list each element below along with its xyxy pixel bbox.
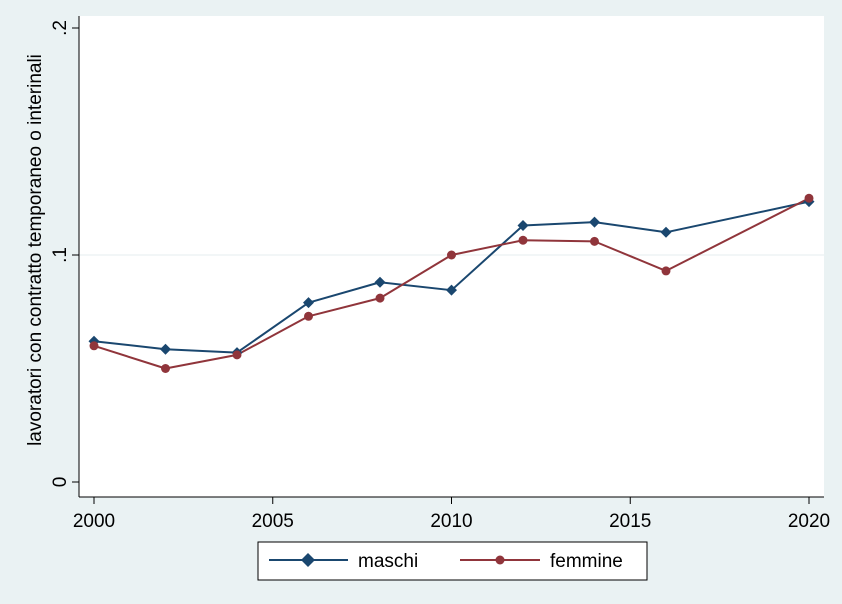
point-maschi bbox=[446, 284, 457, 296]
series-line-femmine bbox=[93, 197, 810, 370]
point-femmine bbox=[304, 311, 313, 321]
ticks: 0 .1 .2 2000 2005 2010 2015 2020 bbox=[50, 20, 830, 532]
legend-marker-maschi bbox=[301, 553, 315, 567]
legend-label-maschi: maschi bbox=[358, 551, 418, 572]
x-tick-label: 2000 bbox=[73, 511, 115, 532]
x-tick-label: 2020 bbox=[788, 511, 830, 532]
point-femmine bbox=[89, 341, 99, 351]
point-femmine bbox=[804, 193, 814, 203]
point-femmine bbox=[375, 293, 385, 303]
legend-item-femmine: femmine bbox=[460, 551, 623, 572]
legend-label-femmine: femmine bbox=[550, 551, 623, 572]
series-layer bbox=[88, 193, 815, 373]
point-femmine bbox=[661, 266, 671, 276]
point-femmine bbox=[518, 235, 528, 245]
legend-marker-femmine bbox=[495, 555, 505, 565]
point-femmine bbox=[232, 350, 242, 360]
y-tick-label: .2 bbox=[50, 20, 71, 36]
point-maschi bbox=[303, 297, 314, 309]
x-tick-label: 2015 bbox=[609, 511, 651, 532]
x-tick-label: 2010 bbox=[430, 511, 472, 532]
point-femmine bbox=[590, 236, 599, 246]
legend: maschi femmine bbox=[257, 541, 648, 581]
point-maschi bbox=[160, 343, 171, 355]
y-tick-label: 0 bbox=[50, 477, 71, 488]
point-maschi bbox=[374, 276, 386, 288]
point-femmine bbox=[447, 250, 456, 260]
point-maschi bbox=[589, 216, 600, 228]
legend-item-maschi: maschi bbox=[269, 551, 418, 572]
y-tick-label: .1 bbox=[50, 247, 71, 263]
y-axis-title: lavoratori con contratto temporaneo o in… bbox=[25, 54, 46, 446]
point-maschi bbox=[660, 226, 672, 238]
x-tick-label: 2005 bbox=[252, 511, 294, 532]
point-femmine bbox=[161, 364, 170, 373]
series-line-maschi bbox=[93, 200, 810, 354]
point-maschi bbox=[517, 219, 529, 231]
